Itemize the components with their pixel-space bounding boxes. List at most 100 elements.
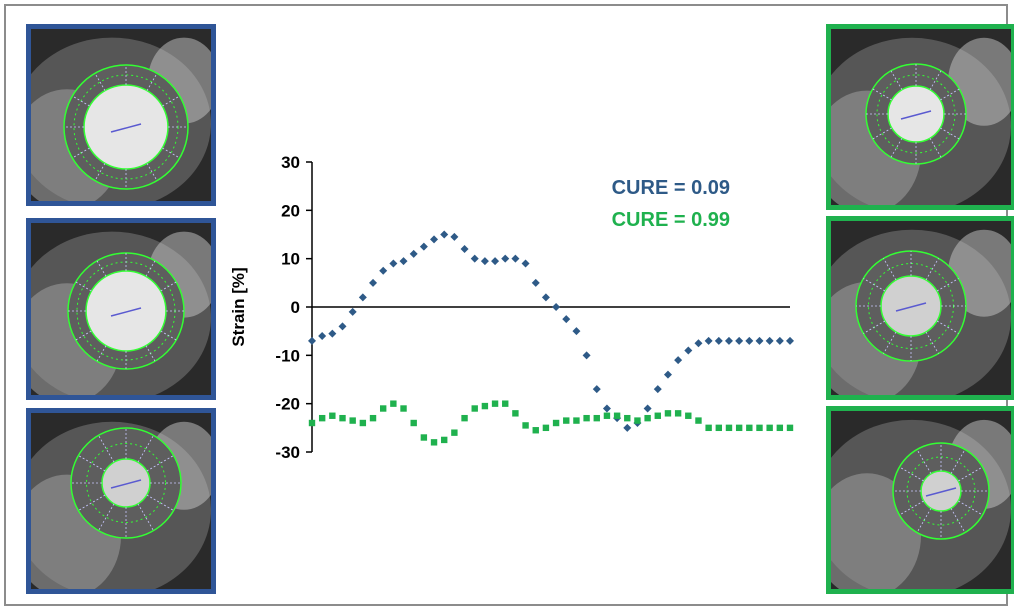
green-series-point xyxy=(573,417,580,424)
green-series-point xyxy=(776,424,784,432)
blue-series-point xyxy=(430,235,439,244)
blue-series-point xyxy=(470,254,479,263)
green-series-point xyxy=(390,400,397,407)
cardiac-mri-image xyxy=(831,29,1011,205)
green-series-point xyxy=(654,412,661,419)
green-series-point xyxy=(441,436,448,444)
blue-series-point xyxy=(511,254,520,263)
green-series-point xyxy=(400,405,407,412)
green-series-point xyxy=(756,424,763,432)
blue-series-point xyxy=(735,336,744,345)
blue-series-point xyxy=(755,336,764,345)
blue-series-point xyxy=(694,339,703,348)
y-tick-label: 30 xyxy=(281,153,300,172)
cardiac-mri-image xyxy=(831,411,1011,589)
blue-series-point xyxy=(440,230,449,239)
blue-series-point xyxy=(643,404,652,413)
blue-series-point xyxy=(653,385,662,394)
blue-series-point xyxy=(572,327,581,336)
blue-series-point xyxy=(460,245,469,253)
green-series-point xyxy=(532,427,539,434)
green-series-point xyxy=(735,424,743,432)
y-tick-label: 20 xyxy=(281,201,300,220)
green-series-point xyxy=(308,419,316,427)
green-series-point xyxy=(664,410,672,417)
green-series-point xyxy=(766,424,773,432)
blue-series-point xyxy=(714,336,723,345)
y-tick-label: -10 xyxy=(275,346,300,365)
blue-series-point xyxy=(369,278,378,287)
blue-series-point xyxy=(745,336,754,345)
green-series-point xyxy=(603,412,611,419)
cure-annotation-green: CURE = 0.99 xyxy=(612,209,730,231)
blue-series-point xyxy=(328,329,337,338)
green-series-point xyxy=(451,429,458,436)
blue-series-point xyxy=(582,351,591,360)
mri-panel-right-2 xyxy=(826,216,1014,400)
cardiac-mri-image xyxy=(31,29,211,201)
green-series-point xyxy=(542,424,550,432)
green-series-point xyxy=(318,414,326,422)
blue-series-point xyxy=(521,259,530,268)
green-series-point xyxy=(786,424,794,432)
blue-series-point xyxy=(704,336,713,345)
green-series-point xyxy=(471,405,478,412)
mri-panel-left-1 xyxy=(26,24,216,206)
green-series-point xyxy=(339,414,346,422)
blue-series-point xyxy=(358,293,367,302)
green-series-point xyxy=(746,424,753,432)
y-tick-label: -20 xyxy=(275,395,300,414)
blue-series-point xyxy=(765,336,774,345)
blue-series-point xyxy=(409,249,418,258)
blue-series-point xyxy=(531,278,540,287)
cardiac-mri-image xyxy=(31,413,211,589)
blue-series-point xyxy=(684,346,693,355)
blue-series-point xyxy=(674,356,683,365)
green-series-point xyxy=(563,417,570,424)
strain-chart: 30 20 10 0 -10 -20 -30 Strain [%] CURE = 0.09 CUR… xyxy=(229,153,794,462)
green-series-point xyxy=(685,412,692,419)
blue-series-point xyxy=(379,266,388,275)
green-series-point xyxy=(502,400,509,407)
blue-series-point xyxy=(419,242,428,251)
mri-panel-right-3 xyxy=(826,406,1014,594)
mri-panel-left-2 xyxy=(26,218,216,400)
blue-series-point xyxy=(786,336,794,345)
green-series-point xyxy=(420,434,428,441)
green-series-point xyxy=(583,414,590,422)
blue-series-point xyxy=(602,404,611,413)
blue-series-point xyxy=(338,322,347,331)
blue-series-point xyxy=(562,315,571,324)
blue-series-point xyxy=(724,336,733,345)
mri-panel-right-1 xyxy=(826,24,1014,210)
y-tick-label: 10 xyxy=(281,250,300,269)
y-axis-label: Strain [%] xyxy=(229,267,248,346)
green-series-point xyxy=(613,412,621,419)
blue-series-point xyxy=(775,336,784,345)
green-series-point xyxy=(705,424,712,432)
blue-series-point xyxy=(480,257,489,266)
blue-series-point xyxy=(318,332,327,340)
green-series-point xyxy=(624,414,631,422)
mri-panel-left-3 xyxy=(26,408,216,594)
blue-series-point xyxy=(552,303,561,311)
blue-series-point xyxy=(399,257,408,266)
blue-series-point xyxy=(541,293,550,302)
green-series-point xyxy=(410,419,417,427)
green-series-point xyxy=(725,424,733,432)
blue-series-point xyxy=(308,336,316,345)
green-series-point xyxy=(593,414,600,422)
y-tick-label: -30 xyxy=(275,443,300,462)
blue-series-point xyxy=(348,307,357,316)
green-series-point xyxy=(379,405,387,412)
y-tick-label: 0 xyxy=(291,298,300,317)
green-series-point xyxy=(349,417,356,424)
green-series-point xyxy=(512,410,519,417)
green-series-point xyxy=(491,400,499,407)
green-series-point xyxy=(522,422,529,429)
green-series-point xyxy=(715,424,723,432)
green-series-point xyxy=(674,410,682,417)
green-series-point xyxy=(359,419,367,427)
green-series-point xyxy=(695,417,702,424)
blue-series-point xyxy=(663,370,672,379)
